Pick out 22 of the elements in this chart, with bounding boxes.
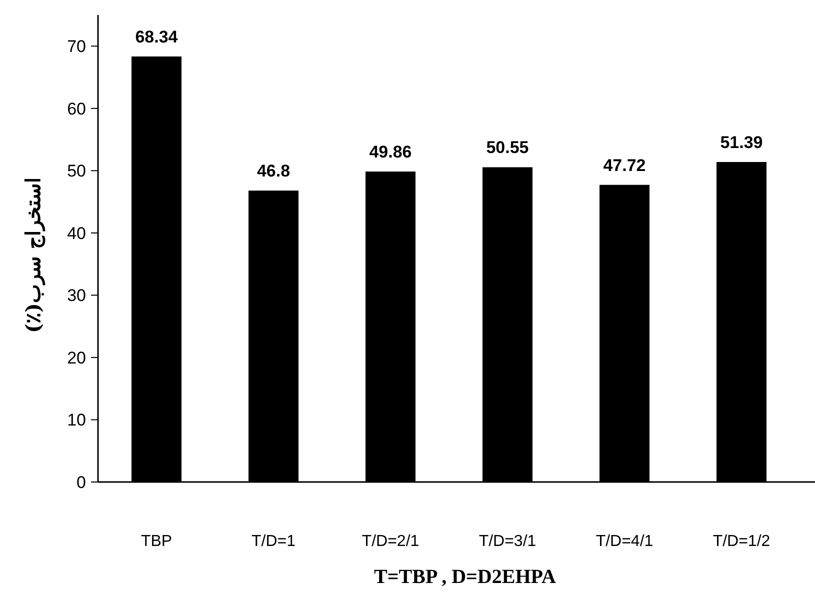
- y-tick-label: 30: [67, 286, 86, 306]
- data-label: 51.39: [720, 133, 763, 152]
- data-label: 49.86: [369, 142, 412, 162]
- x-tick-label: TBP: [140, 533, 172, 550]
- x-tick-label: T/D=4/1: [596, 533, 654, 550]
- y-tick-label: 20: [67, 348, 86, 368]
- data-label: 68.34: [135, 27, 178, 46]
- x-tick-label: T/D=1/2: [712, 533, 770, 550]
- y-tick-label: 50: [67, 162, 86, 181]
- x-tick-label: T/D=2/1: [362, 533, 420, 550]
- x-tick-label: T/D=1: [251, 533, 296, 550]
- y-tick-label: 70: [67, 37, 86, 56]
- y-tick-label: 0: [76, 473, 86, 492]
- y-tick-label: 10: [67, 410, 86, 430]
- y-tick-label: 40: [67, 224, 86, 243]
- y-axis-title: استخراج سرب(٪): [21, 177, 46, 333]
- x-tick-label: T/D=3/1: [478, 533, 536, 550]
- x-axis-title: T=TBP , D=D2EHPA: [374, 566, 556, 588]
- data-label: 47.72: [603, 156, 646, 175]
- data-label: 50.55: [486, 138, 529, 158]
- data-label: 46.8: [256, 162, 290, 181]
- y-tick-label: 60: [67, 99, 86, 118]
